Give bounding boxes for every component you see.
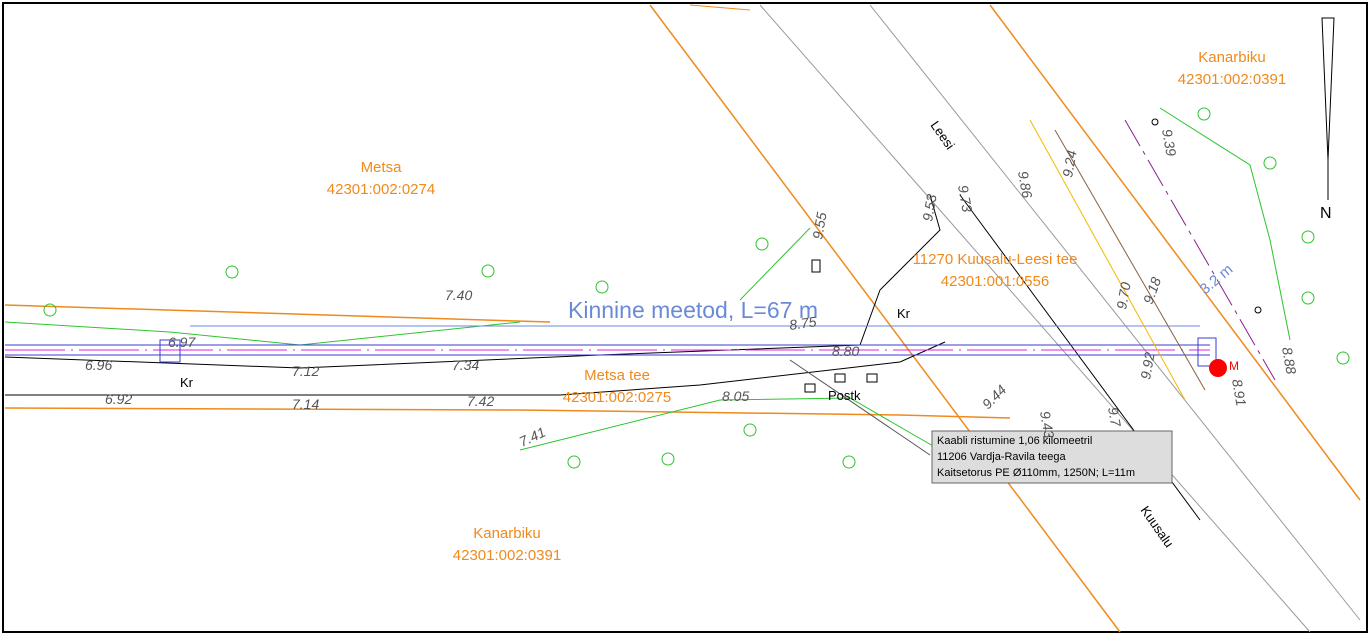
parcel-id: 42301:002:0391	[453, 547, 561, 564]
parcel-id: 42301:002:0274	[327, 181, 435, 198]
parcel-name: Kanarbiku	[473, 525, 541, 542]
parcel-id: 42301:001:0556	[941, 273, 1049, 290]
kr-label: Kr	[897, 306, 911, 321]
elevation: 6.92	[105, 391, 132, 407]
elevation: 7.12	[292, 363, 319, 379]
parcel-id: 42301:002:0391	[1178, 71, 1286, 88]
callout-line: Kaabli ristumine 1,06 kilomeetril	[937, 435, 1092, 447]
parcel-name: 11270 Kuusalu-Leesi tee	[913, 251, 1078, 268]
elevation: 7.34	[452, 357, 479, 373]
elevation: 7.42	[467, 393, 494, 409]
elevation: 7.40	[445, 287, 472, 303]
parcel-name: Metsa	[361, 159, 403, 176]
elevation: 7.14	[292, 396, 319, 412]
elevation: 8.80	[832, 343, 859, 359]
callout-line: Kaitsetorus PE Ø110mm, 1250N; L=11m	[937, 467, 1135, 479]
method-label: Kinnine meetod, L=67 m	[568, 297, 818, 323]
map: Metsa 42301:002:0274 Kanarbiku 42301:002…	[0, 0, 1370, 635]
parcel-name: Kanarbiku	[1198, 49, 1266, 66]
postk-label: Postk	[828, 388, 861, 403]
elevation: 6.96	[85, 357, 112, 373]
m-label: M	[1229, 359, 1239, 373]
point-m	[1209, 359, 1227, 377]
parcel-name: Metsa tee	[584, 367, 650, 384]
callout-line: 11206 Vardja-Ravila teega	[937, 451, 1067, 463]
kr-label: Kr	[180, 375, 194, 390]
elevation: 6.97	[168, 334, 196, 350]
elevation: 8.05	[722, 388, 749, 404]
north-label: N	[1320, 205, 1332, 222]
parcel-id: 42301:002:0275	[563, 389, 671, 406]
